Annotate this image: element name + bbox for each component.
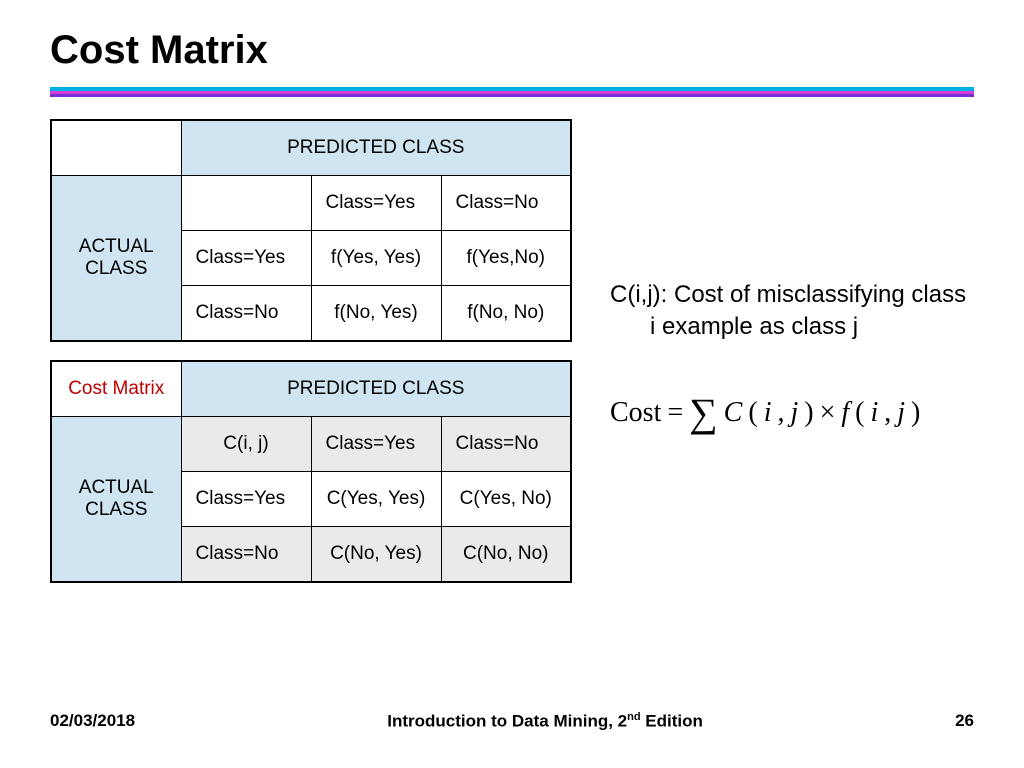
row-header-no: Class=No [181,286,311,342]
slide-title: Cost Matrix [50,28,974,73]
slide: Cost Matrix PREDICTED CLASS ACTUAL CLASS [0,0,1024,768]
eq-comma2: , [884,394,891,432]
eq-comma1: , [777,394,784,432]
eq-f: f [841,394,849,432]
eq-equals: = [667,394,683,432]
table-row: PREDICTED CLASS [51,120,571,176]
actual-label-line1: ACTUAL [62,477,171,499]
blank-cell [181,176,311,231]
actual-label-line2: CLASS [62,258,171,280]
slide-footer: 02/03/2018 Introduction to Data Mining, … [50,711,974,732]
cell-yy: f(Yes, Yes) [311,231,441,286]
eq-sum: ∑ [689,397,718,429]
eq-rp2: ) [911,394,920,432]
row-header-no: Class=No [181,527,311,583]
table-row: ACTUAL CLASS Class=Yes Class=No [51,176,571,231]
cell-nn: f(No, No) [441,286,571,342]
row-header-yes: Class=Yes [181,231,311,286]
col-header-no: Class=No [441,417,571,472]
predicted-header: PREDICTED CLASS [181,361,571,417]
cell-yy: C(Yes, Yes) [311,472,441,527]
actual-header: ACTUAL CLASS [51,417,181,583]
cell-yn: f(Yes,No) [441,231,571,286]
footer-date: 02/03/2018 [50,711,135,732]
eq-lp2: ( [855,394,864,432]
cell-ny: C(No, Yes) [311,527,441,583]
eq-times: × [820,394,836,432]
actual-label-line1: ACTUAL [62,236,171,258]
table-row: Cost Matrix PREDICTED CLASS [51,361,571,417]
actual-label-line2: CLASS [62,499,171,521]
cell-nn: C(No, No) [441,527,571,583]
table-row: ACTUAL CLASS C(i, j) Class=Yes Class=No [51,417,571,472]
cell-yn: C(Yes, No) [441,472,571,527]
footer-title: Introduction to Data Mining, 2nd Edition [135,711,955,732]
left-column: PREDICTED CLASS ACTUAL CLASS Class=Yes C… [50,119,570,583]
blank-cell [51,120,181,176]
eq-rp1: ) [804,394,813,432]
confusion-table: PREDICTED CLASS ACTUAL CLASS Class=Yes C… [50,119,572,342]
corner-label: Cost Matrix [51,361,181,417]
cost-description: C(i,j): Cost of misclassifying class i e… [650,279,974,344]
eq-i1: i [764,394,772,432]
cell-ny: f(No, Yes) [311,286,441,342]
divider-rule [50,87,974,97]
eq-j2: j [897,394,905,432]
cost-equation: Cost = ∑ C(i, j) × f(i, j) [610,394,974,432]
eq-c: C [724,394,743,432]
footer-mid-sup: nd [627,711,640,723]
right-column: C(i,j): Cost of misclassifying class i e… [610,119,974,583]
content-area: PREDICTED CLASS ACTUAL CLASS Class=Yes C… [50,119,974,583]
footer-page: 26 [955,711,974,732]
subhead-cij: C(i, j) [181,417,311,472]
footer-mid-post: Edition [641,712,703,731]
eq-lhs: Cost [610,394,661,432]
col-header-no: Class=No [441,176,571,231]
footer-mid-pre: Introduction to Data Mining, 2 [387,712,627,731]
row-header-yes: Class=Yes [181,472,311,527]
rule-bar-3 [50,94,974,97]
col-header-yes: Class=Yes [311,176,441,231]
predicted-header: PREDICTED CLASS [181,120,571,176]
cost-matrix-table: Cost Matrix PREDICTED CLASS ACTUAL CLASS… [50,360,572,583]
spacer [50,342,570,360]
cost-matrix-label: Cost Matrix [68,378,164,399]
eq-i2: i [870,394,878,432]
col-header-yes: Class=Yes [311,417,441,472]
eq-j1: j [790,394,798,432]
actual-header: ACTUAL CLASS [51,176,181,342]
eq-lp1: ( [748,394,757,432]
